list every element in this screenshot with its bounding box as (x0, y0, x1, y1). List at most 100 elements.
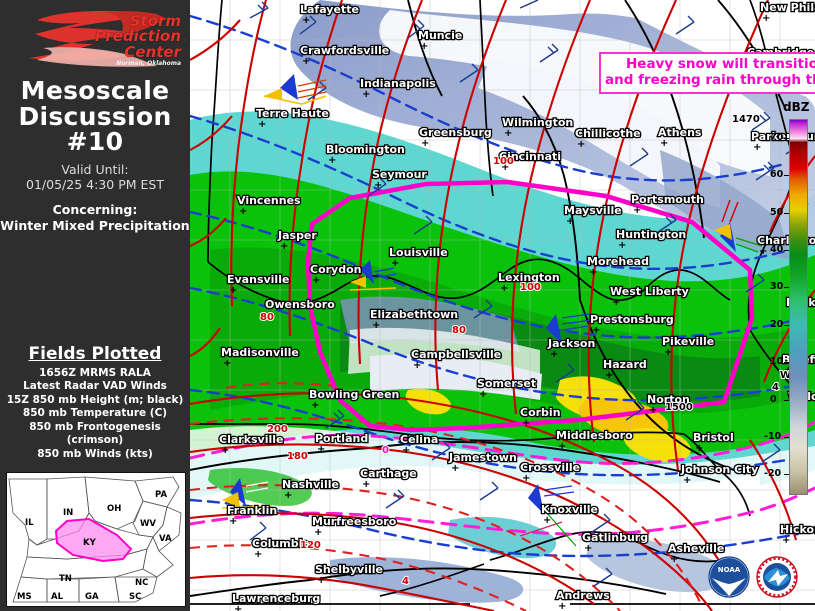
city-marker: + (558, 441, 566, 452)
city-label: Asheville (668, 542, 724, 555)
valid-until-block: Valid Until: 01/05/25 4:30 PM EST (0, 162, 190, 193)
field-item: 15Z 850 mb Height (m; black) (0, 394, 190, 407)
city-marker: + (782, 535, 790, 546)
colorbar-tick-mark (784, 250, 789, 251)
city-marker: + (229, 285, 237, 296)
state-label-ga: GA (85, 592, 99, 602)
city-label: Jackson (547, 337, 595, 350)
city-label: Bloomington (326, 143, 405, 156)
city-marker: + (762, 13, 770, 24)
city-label: Seymour (372, 168, 427, 181)
colorbar-tick-label: 20 (770, 319, 783, 330)
colorbar-tick-label: -10 (764, 431, 781, 442)
city-marker: + (223, 358, 231, 369)
city-marker: + (695, 443, 703, 454)
logo-line-4: Norman, Oklahoma (95, 61, 181, 67)
field-item: 850 mb Frontogenesis (crimson) (0, 421, 190, 448)
state-label-nc: NC (135, 578, 148, 588)
city-label: Elizabethtown (370, 308, 458, 321)
city-label: Madisonville (221, 346, 299, 359)
city-marker: + (420, 41, 428, 52)
city-label: Vincennes (237, 194, 301, 207)
colorbar-tick-label: 40 (770, 244, 783, 255)
city-marker: + (328, 155, 336, 166)
colorbar-tick-label: 10 (770, 356, 783, 367)
city-marker: + (566, 216, 574, 227)
city-marker: + (479, 389, 487, 400)
city-label: Franklin (227, 504, 277, 517)
city-label: Huntington (616, 228, 686, 241)
contour-value-label: 1470 (732, 114, 760, 125)
contour-value-label: 100 (493, 156, 514, 167)
city-label: Jasper (277, 229, 317, 242)
city-label: Evansville (227, 273, 289, 286)
locator-inset-map: IL IN OH PA WV VA KY TN NC MS AL GA SC (6, 472, 186, 607)
city-marker: + (500, 283, 508, 294)
city-marker: + (421, 138, 429, 149)
city-label: Wilmington (502, 116, 573, 129)
city-label: Somerset (477, 377, 536, 390)
city-marker: + (372, 320, 380, 331)
city-label: Bristol (693, 431, 734, 444)
city-marker: + (683, 475, 691, 486)
city-marker: + (504, 128, 512, 139)
city-marker: + (221, 445, 229, 456)
city-marker: + (660, 138, 668, 149)
city-marker: + (577, 139, 585, 150)
city-label: Maysville (564, 204, 622, 217)
city-marker: + (284, 490, 292, 501)
city-marker: + (302, 56, 310, 67)
city-label: Campbellsville (411, 348, 501, 361)
state-label-il: IL (25, 518, 34, 528)
contour-value-label: 1500 (665, 402, 693, 413)
city-label: New Philadelphia (760, 1, 815, 14)
city-marker: + (302, 15, 310, 26)
colorbar-tick-label: 70 (770, 132, 783, 143)
contour-value-label: 200 (267, 424, 288, 435)
city-label: Shelbyville (315, 563, 383, 576)
colorbar-tick-mark (784, 362, 789, 363)
mesoscale-discussion-page: Storm Prediction Center Norman, Oklahoma… (0, 0, 815, 611)
city-marker: + (605, 370, 613, 381)
state-label-wv: WV (140, 519, 156, 529)
city-label: Hickory (780, 523, 815, 536)
city-marker: + (584, 543, 592, 554)
city-marker: + (362, 479, 370, 490)
city-label: Middlesboro (556, 429, 633, 442)
state-label-oh: OH (107, 504, 121, 514)
city-marker: + (522, 418, 530, 429)
colorbar-tick-mark (784, 175, 789, 176)
city-label: Knoxville (541, 503, 598, 516)
fields-plotted-list: 1656Z MRMS RALA Latest Radar VAD Winds 1… (0, 367, 190, 461)
colorbar-tick-label: 0 (770, 394, 777, 405)
locator-inset-graphic: IL IN OH PA WV VA KY TN NC MS AL GA SC (7, 473, 183, 604)
city-label: Portland (315, 432, 368, 445)
contour-value-label: 0 (382, 445, 389, 456)
city-marker: + (759, 246, 767, 257)
radar-map[interactable]: +Lafayette+Muncie+New Philadelphia+Crawf… (190, 0, 815, 611)
city-marker: + (258, 119, 266, 130)
concerning-value: Winter Mixed Precipitation (0, 218, 190, 234)
city-marker: + (592, 325, 600, 336)
city-label: Pikeville (662, 335, 714, 348)
city-marker: + (362, 89, 370, 100)
state-label-tn: TN (59, 574, 72, 584)
city-marker: + (402, 445, 410, 456)
city-marker: + (239, 206, 247, 217)
title-line-2: Discussion (0, 104, 190, 130)
city-marker: + (317, 575, 325, 586)
state-label-in: IN (63, 508, 73, 518)
city-label: Portsmouth (631, 193, 704, 206)
city-label: Corydon (310, 263, 362, 276)
title-line-3: #10 (0, 129, 190, 155)
city-marker: + (649, 405, 657, 416)
city-marker: + (234, 604, 242, 611)
valid-until-label: Valid Until: (0, 162, 190, 178)
city-marker: + (543, 515, 551, 526)
city-marker: + (280, 241, 288, 252)
city-marker: + (311, 400, 319, 411)
city-marker: + (589, 267, 597, 278)
city-label: Lawrenceburg (232, 592, 320, 605)
city-marker: + (229, 516, 237, 527)
field-item: 850 mb Temperature (C) (0, 407, 190, 420)
